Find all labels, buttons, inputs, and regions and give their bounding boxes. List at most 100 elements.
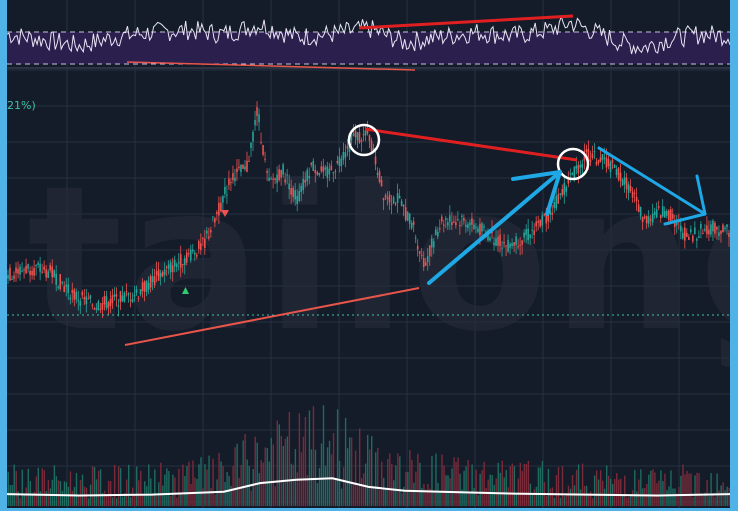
candle-body: [467, 224, 469, 229]
candle-body: [37, 262, 39, 265]
candle-body: [123, 292, 126, 302]
candle-body: [463, 218, 465, 221]
candle-body: [461, 215, 463, 217]
volume-bar: [459, 473, 461, 506]
volume-bar: [620, 478, 622, 506]
candle-body: [625, 177, 628, 190]
candle-body: [45, 269, 47, 278]
candle-body: [296, 195, 298, 204]
volume-bar: [132, 487, 134, 506]
candle-body: [489, 237, 491, 241]
candle-body: [517, 246, 519, 248]
volume-bar: [567, 485, 570, 506]
candle-body: [481, 223, 483, 232]
volume-bar: [481, 470, 483, 506]
candle-body: [392, 197, 395, 204]
volume-bar: [708, 496, 710, 506]
volume-bar: [140, 470, 142, 506]
candle-body: [469, 222, 471, 226]
candle-body: [493, 242, 495, 245]
volume-bar: [59, 481, 62, 506]
volume-bar: [166, 468, 168, 506]
volume-bar: [531, 495, 534, 506]
volume-bar: [720, 485, 722, 506]
candle-body: [619, 172, 622, 181]
volume-bar: [79, 480, 82, 506]
volume-bar: [471, 464, 473, 506]
volume-bar: [350, 437, 353, 506]
candle-body: [525, 229, 527, 235]
candle-body: [663, 210, 666, 218]
volume-bar: [672, 488, 674, 506]
volume-bar: [186, 465, 188, 506]
candle-body: [97, 301, 100, 311]
volume-bar: [91, 466, 94, 506]
candle-body: [569, 173, 572, 175]
candle-body: [553, 202, 556, 208]
volume-bar: [206, 469, 208, 506]
candle-body: [471, 218, 473, 225]
candle-body: [396, 193, 399, 204]
volume-bar: [700, 493, 702, 506]
volume-bar: [658, 480, 660, 506]
volume-bar: [242, 440, 244, 506]
candle-body: [722, 224, 724, 233]
candle-body: [292, 187, 294, 198]
candle-body: [11, 278, 13, 280]
candle-body: [639, 206, 642, 217]
candle-body: [358, 132, 361, 143]
volume-bar: [541, 460, 544, 506]
candle-body: [218, 202, 220, 216]
down-arrow-head-b: [663, 212, 707, 226]
volume-bar: [134, 494, 136, 506]
candle-body: [212, 216, 214, 218]
volume-bar: [427, 484, 429, 506]
volume-bar: [445, 475, 447, 506]
candle-body: [445, 218, 447, 220]
chart-canvas[interactable]: [7, 0, 730, 508]
volume-bar: [634, 469, 636, 506]
candle-body: [51, 266, 53, 278]
candle-body: [366, 130, 369, 134]
volume-bar: [182, 464, 184, 506]
volume-bar: [148, 464, 150, 506]
volume-bar: [603, 488, 606, 506]
candle-body: [282, 164, 284, 175]
candle-body: [505, 245, 507, 247]
down-arrow-shaft: [597, 146, 707, 216]
volume-bar: [354, 450, 357, 506]
peak-circle-right: [556, 147, 590, 181]
candle-body: [408, 213, 411, 224]
candle-body: [716, 226, 718, 230]
candle-body: [438, 228, 441, 230]
candle-body: [537, 221, 539, 223]
volume-bar: [194, 477, 196, 506]
volume-bar: [49, 488, 52, 506]
candle-body: [394, 203, 397, 205]
candle-body: [531, 229, 533, 231]
candle-body: [655, 209, 658, 218]
candle-body: [226, 194, 228, 196]
candle-body: [175, 264, 178, 268]
volume-bar: [45, 491, 48, 506]
volume-bar: [262, 462, 264, 506]
candle-body: [286, 174, 288, 176]
volume-bar: [726, 486, 728, 506]
candle-body: [43, 266, 45, 270]
candle-body: [15, 267, 17, 273]
volume-bar: [95, 479, 98, 506]
volume-bar: [7, 471, 9, 506]
candle-body: [406, 211, 409, 221]
volume-bar: [330, 454, 333, 506]
volume-bar: [477, 495, 479, 506]
volume-bar: [569, 488, 572, 506]
candle-body: [402, 204, 405, 207]
volume-bar: [117, 466, 120, 506]
chart-area[interactable]: tailong 21%): [7, 0, 730, 508]
candle-body: [551, 212, 554, 215]
volume-bar: [322, 405, 325, 506]
candle-body: [300, 185, 303, 193]
candle-body: [75, 292, 78, 300]
volume-bar: [702, 495, 704, 506]
candle-body: [579, 164, 582, 168]
